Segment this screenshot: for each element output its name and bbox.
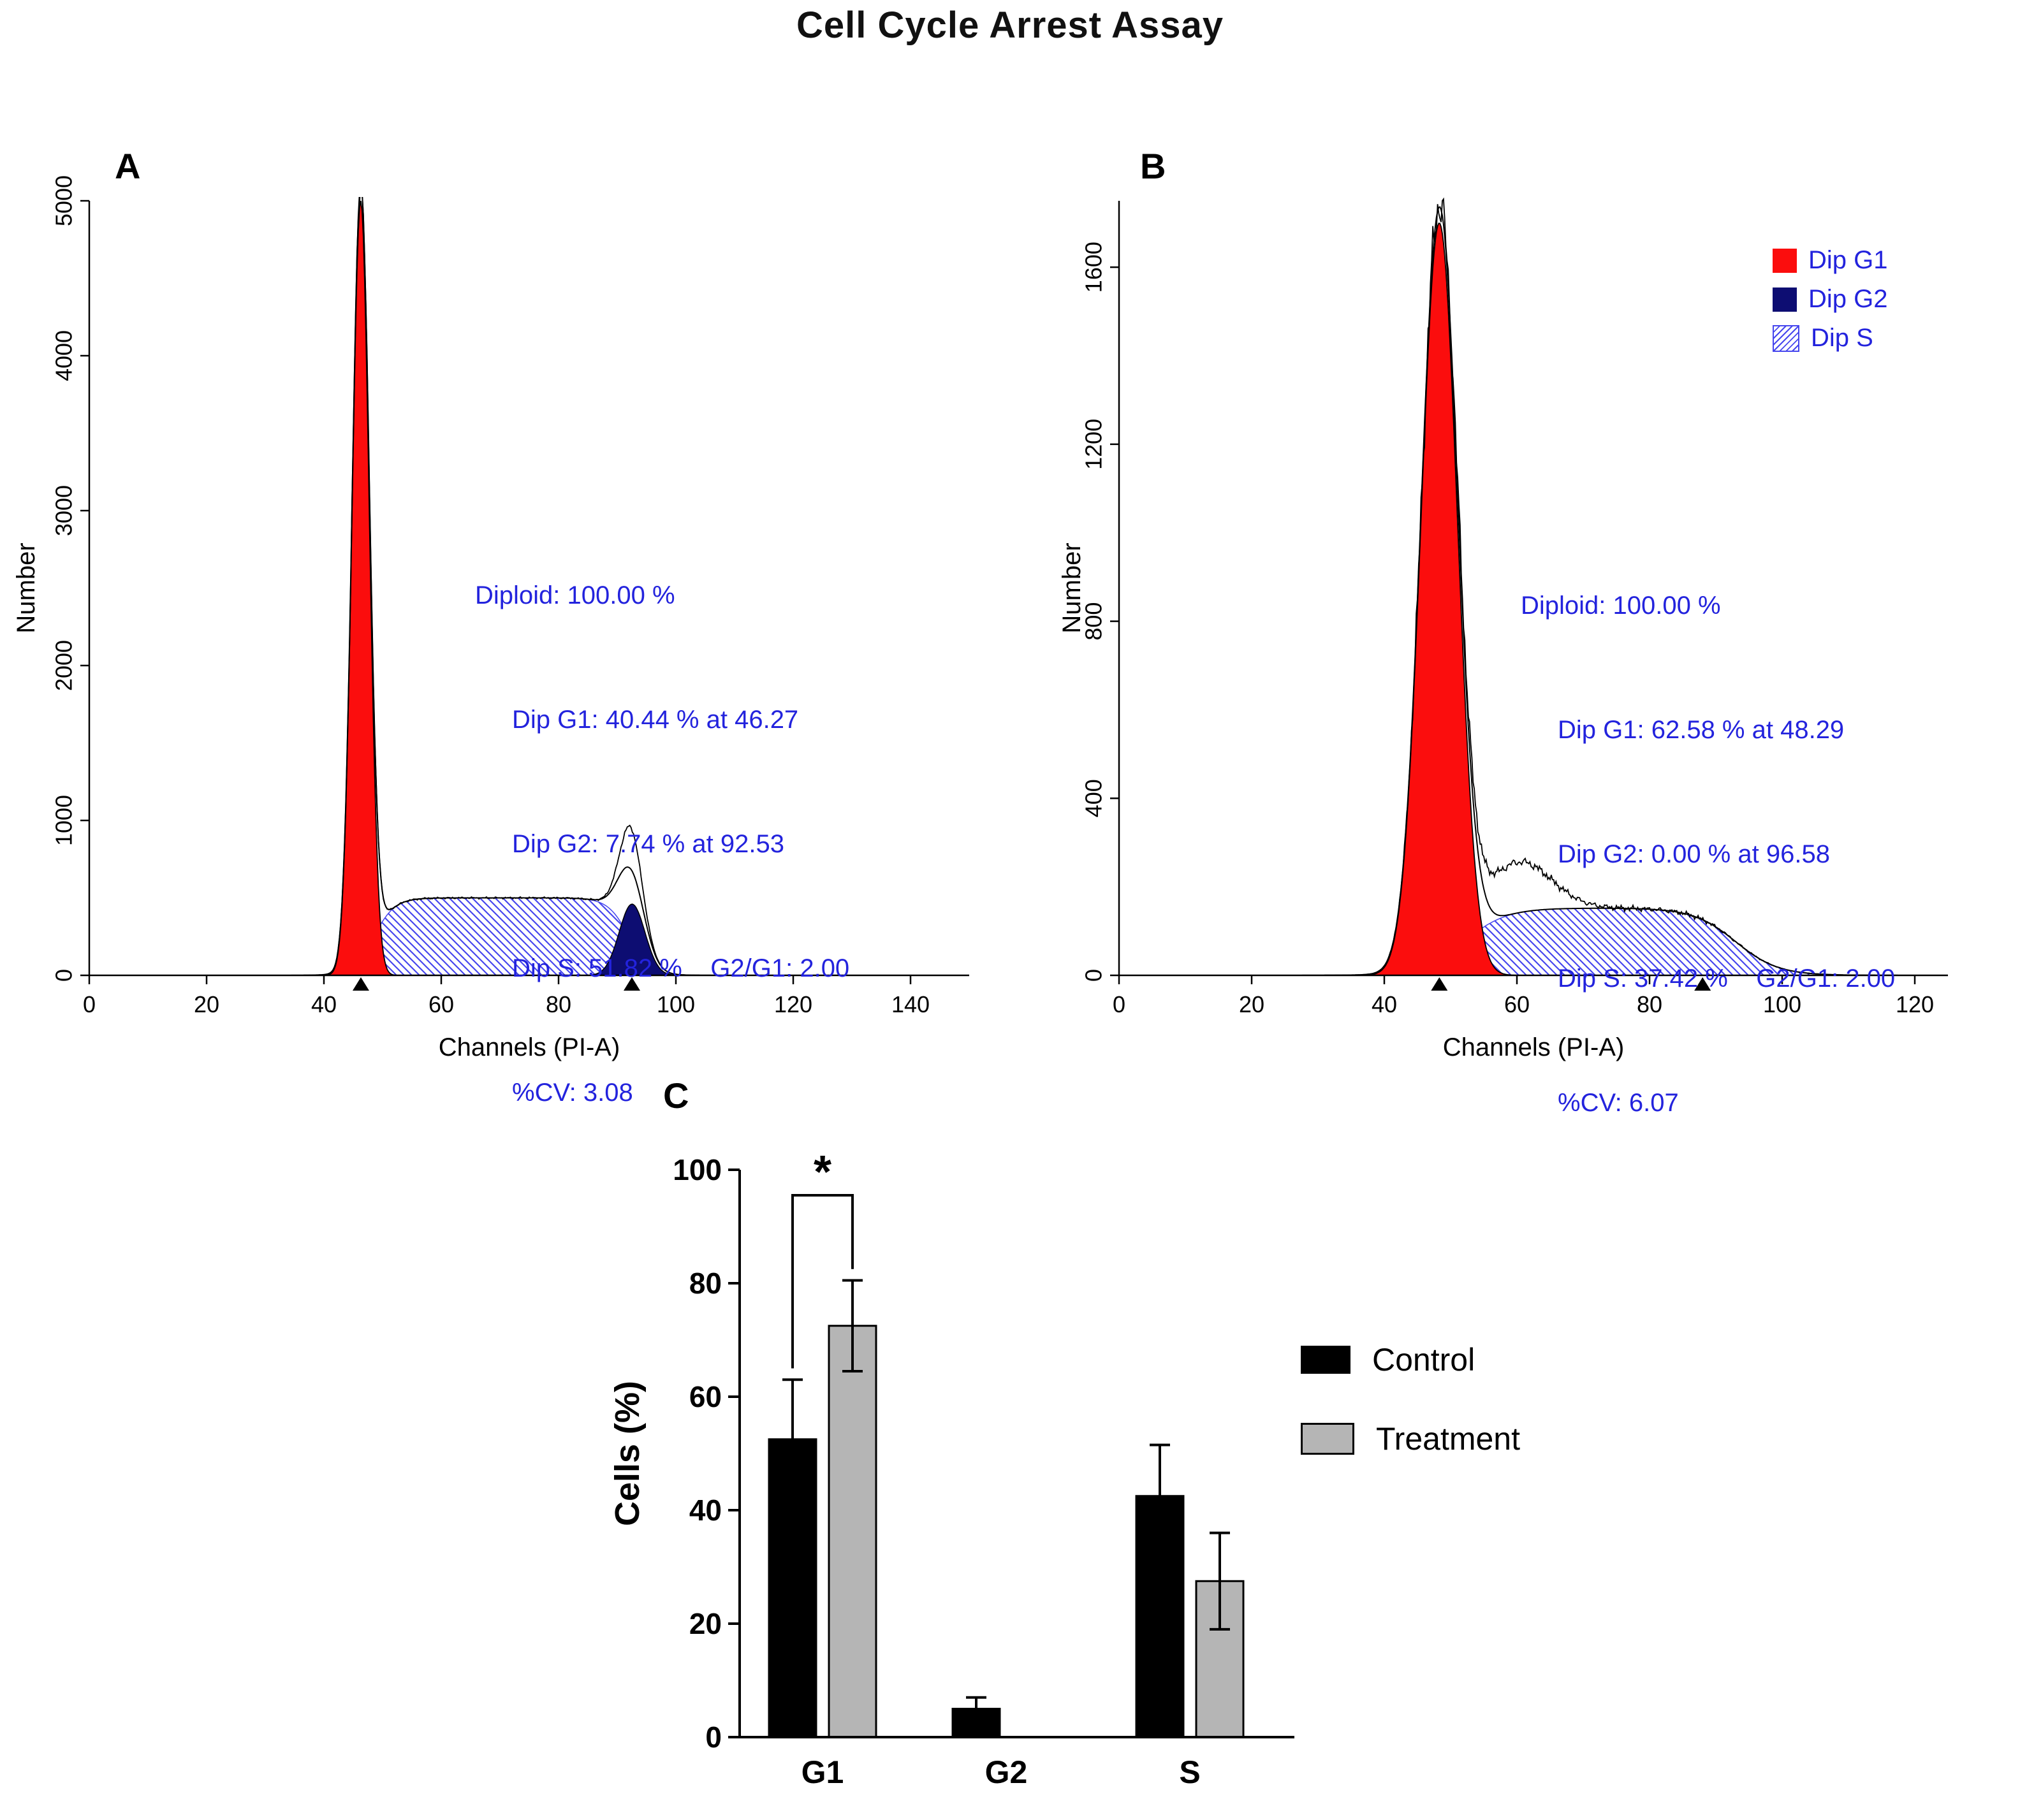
stat-line-g2: Dip G2: 7.74 % at 92.53 [512,830,784,858]
axis-labels: 0 20 40 60 80 100 G1 G2 S Cells (%) [608,1153,1201,1790]
svg-text:Number: Number [12,542,40,633]
stat-line-diploid: Diploid: 100.00 % [1521,592,1721,620]
error-bar [1150,1443,1170,1548]
stat-line-g1: Dip G1: 40.44 % at 46.27 [512,706,799,734]
panel-b-histogram: 0 400 800 1200 1600 0 20 40 60 80 100 120 Channels (… [1058,197,1948,1061]
stat-line-diploid: Diploid: 100.00 % [475,581,675,609]
svg-text:40: 40 [311,991,337,1017]
svg-text:3000: 3000 [51,485,77,536]
axes [728,1168,1294,1738]
svg-text:800: 800 [1081,602,1107,641]
peak-marker-icon [352,977,369,991]
significance-star: * [814,1147,831,1198]
svg-text:140: 140 [891,991,930,1017]
svg-text:20: 20 [689,1607,722,1640]
curves [89,197,969,975]
axis-labels: 0 400 800 1200 1600 0 20 40 60 80 100 120 Channels (… [1058,242,1934,1061]
error-bar [842,1279,863,1372]
panel-a-stats: Diploid: 100.00 % Dip G1: 40.44 % at 46.… [475,492,849,1197]
stat-line-g1: Dip G1: 62.58 % at 48.29 [1558,716,1845,744]
svg-text:400: 400 [1081,779,1107,817]
panel-c-label: C [663,1075,689,1116]
svg-text:120: 120 [1896,991,1934,1017]
legend-item-dip-g1: Dip G1 [1773,246,1888,275]
stat-line-s: Dip S: 37.42 % G2/G1: 2.00 [1558,965,1896,993]
legend-label: Control [1372,1342,1475,1378]
svg-text:4000: 4000 [51,330,77,381]
svg-text:1600: 1600 [1081,242,1107,293]
dip-s-swatch-icon [1773,324,1799,352]
svg-text:40: 40 [689,1494,722,1527]
svg-text:Channels (PI-A): Channels (PI-A) [439,1033,620,1061]
error-bar [782,1378,803,1501]
panel-b-stats: Diploid: 100.00 % Dip G1: 62.58 % at 48.… [1521,502,1895,1207]
legend-item-control: Control [1301,1341,1520,1378]
svg-text:0: 0 [1081,969,1107,982]
legend-label: Treatment [1376,1421,1521,1457]
svg-text:0: 0 [83,991,96,1017]
svg-text:60: 60 [689,1380,722,1413]
legend-label: Dip S [1811,324,1873,352]
bar-Treatment-G1 [828,1325,877,1738]
svg-text:0: 0 [705,1721,722,1754]
panel-b-label: B [1140,146,1166,186]
bars [768,1279,1245,1738]
svg-text:2000: 2000 [51,640,77,691]
svg-text:G1: G1 [801,1754,844,1790]
svg-text:60: 60 [1504,991,1530,1017]
panel-a-label: A [115,146,141,186]
svg-text:20: 20 [194,991,219,1017]
legend-label: Dip G1 [1808,246,1888,274]
bar-Control-S [1135,1495,1185,1738]
svg-text:120: 120 [774,991,812,1017]
control-swatch-icon [1301,1346,1350,1374]
svg-text:60: 60 [428,991,454,1017]
stat-line-g2: Dip G2: 0.00 % at 96.58 [1558,840,1830,868]
svg-text:100: 100 [673,1153,722,1186]
peak-marker-icon [1431,977,1448,991]
panel-c-legend: Control Treatment [1301,1341,1520,1457]
svg-text:S: S [1179,1754,1200,1790]
curves [1119,197,1948,975]
treatment-swatch-icon [1301,1423,1354,1455]
svg-text:1000: 1000 [51,795,77,846]
legend-item-dip-g2: Dip G2 [1773,285,1888,314]
legend-label: Dip G2 [1808,285,1888,313]
panel-b-legend: Dip G1 Dip G2 Dip S [1773,246,1888,353]
figure-title: Cell Cycle Arrest Assay [796,4,1224,46]
svg-text:20: 20 [1239,991,1264,1017]
svg-text:80: 80 [1637,991,1662,1017]
legend-item-dip-s: Dip S [1773,324,1888,353]
error-bar [966,1696,986,1722]
stat-line-s: Dip S: 51.82 % G2/G1: 2.00 [512,954,850,982]
svg-text:0: 0 [1113,991,1125,1017]
svg-text:Channels (PI-A): Channels (PI-A) [1443,1033,1625,1061]
axes [1110,201,1948,984]
svg-text:80: 80 [689,1267,722,1300]
stat-line-cv: %CV: 6.07 [1558,1089,1679,1117]
svg-text:0: 0 [51,969,77,982]
peak-marker-icon [624,977,640,991]
significance-bracket [791,1194,854,1369]
svg-text:100: 100 [657,991,695,1017]
svg-text:5000: 5000 [51,175,77,226]
svg-text:80: 80 [546,991,571,1017]
svg-text:Cells (%): Cells (%) [608,1381,647,1526]
svg-text:1200: 1200 [1081,419,1107,470]
legend-item-treatment: Treatment [1301,1420,1520,1457]
svg-text:100: 100 [1763,991,1801,1017]
panel-a-histogram: 0 1000 2000 3000 4000 5000 0 20 40 60 80 100 120 140 C… [12,175,969,1061]
axes [80,200,969,984]
dip-g1-swatch-icon [1773,248,1797,273]
dip-g2-swatch-icon [1773,287,1797,312]
axis-labels: 0 1000 2000 3000 4000 5000 0 20 40 60 80 100 120 140 C… [12,175,930,1061]
svg-text:G2: G2 [985,1754,1028,1790]
peak-marker-icon [1694,977,1711,991]
svg-text:Number: Number [1058,542,1086,633]
svg-text:40: 40 [1372,991,1397,1017]
stat-line-cv: %CV: 3.08 [512,1079,633,1107]
panel-c-bar-chart: 0 20 40 60 80 100 G1 G2 S Cells (%) * [608,1147,1294,1790]
error-bar [1210,1531,1230,1631]
